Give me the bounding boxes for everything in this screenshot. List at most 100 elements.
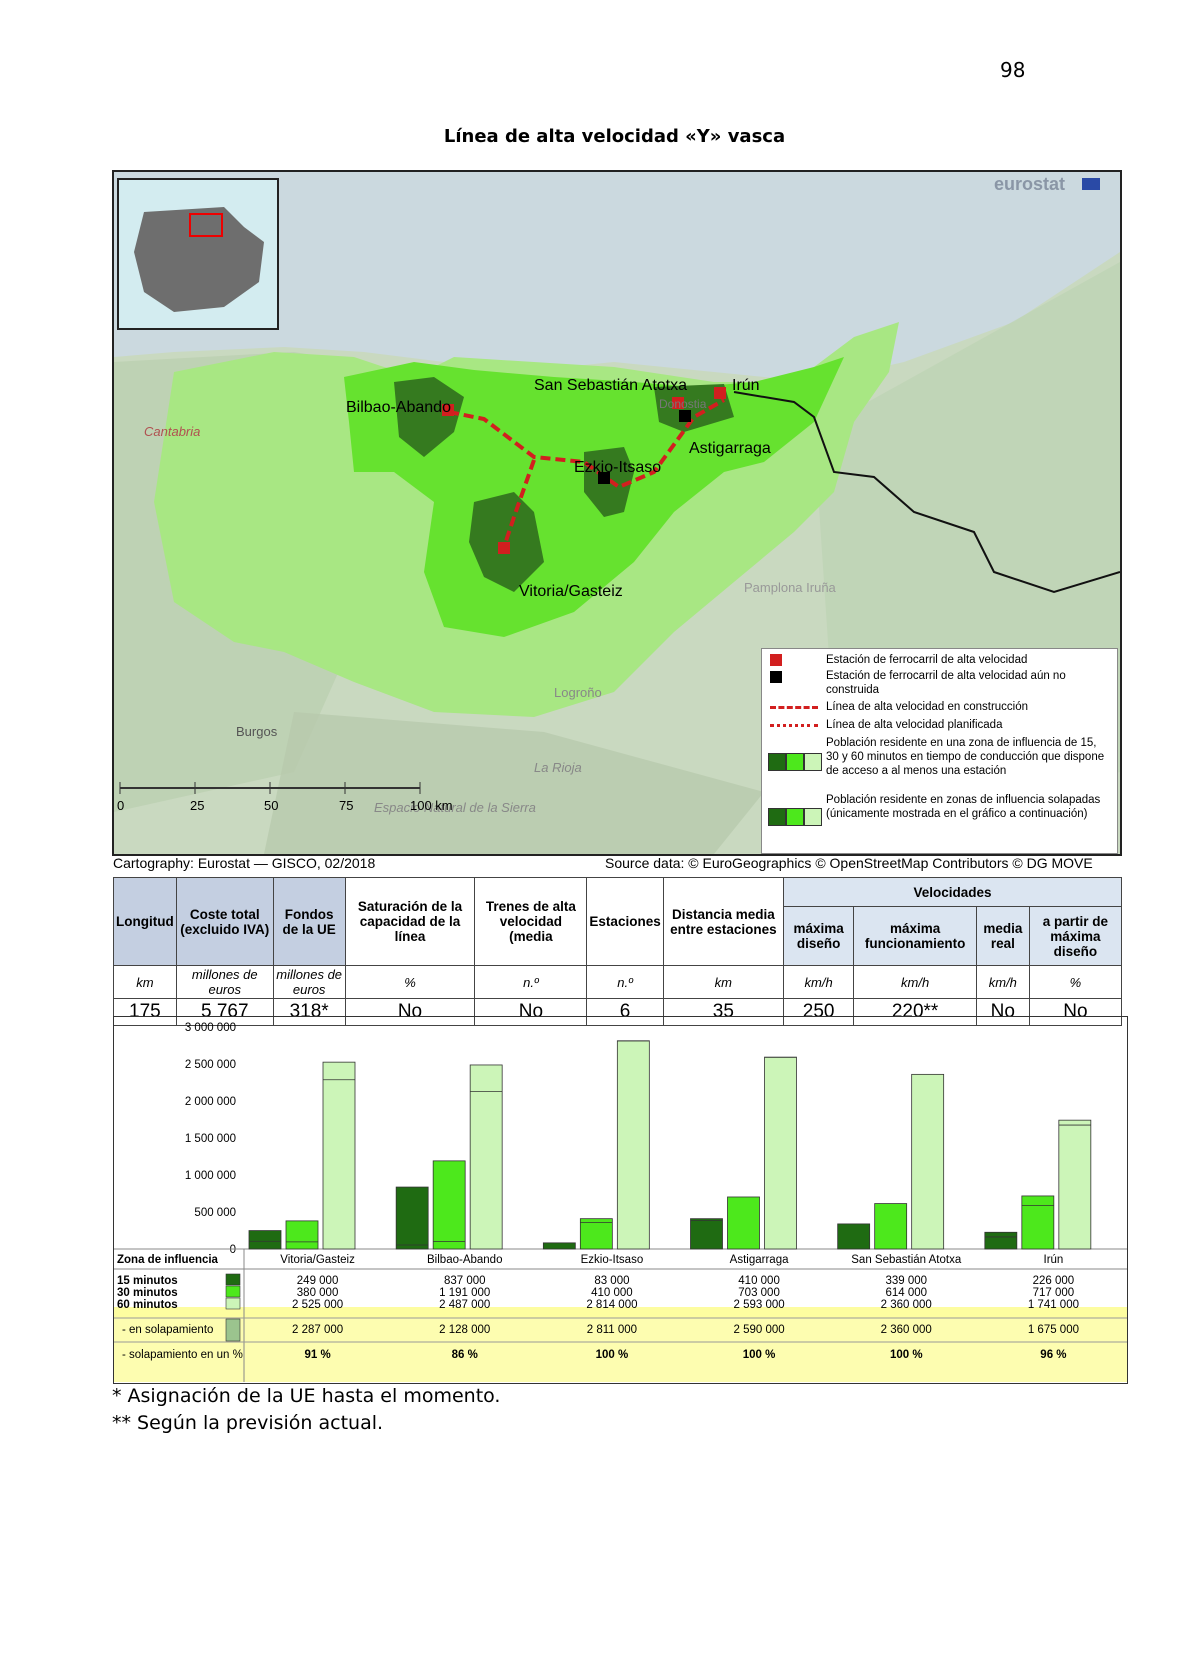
bar-15 xyxy=(984,1231,1018,1250)
overlap-pct: 100 % xyxy=(596,1349,629,1361)
legend-item: Línea de alta velocidad en construcción xyxy=(826,701,1029,713)
hsr-branch xyxy=(502,459,536,548)
inset-iberia xyxy=(134,207,264,312)
unit-cell: millones de euros xyxy=(175,965,274,999)
overlap-pct: 100 % xyxy=(743,1349,776,1361)
bar-60 xyxy=(322,1061,356,1250)
th-velocidades: Velocidades xyxy=(782,877,1123,907)
legend-item: Estación de ferrocarril de alta velocida… xyxy=(826,654,1028,666)
station-vitoria-icon xyxy=(498,542,510,554)
inset-highlight xyxy=(189,213,223,237)
value-cell: 35 xyxy=(662,998,784,1026)
map-credit-right: Source data: © EuroGeographics © OpenStr… xyxy=(605,855,1093,871)
th-a-partir: a partir de máxima diseño xyxy=(1028,906,1123,966)
row-label: - solapamiento en un % xyxy=(122,1349,243,1361)
table-value: 2 360 000 xyxy=(881,1299,932,1311)
map-legend: Estación de ferrocarril de alta velocida… xyxy=(761,648,1118,854)
table-value: 339 000 xyxy=(885,1275,927,1287)
chart-svg: 3 000 000 2 500 000 2 000 000 1 500 000 1 00… xyxy=(114,1022,1127,1382)
row-highlight xyxy=(114,1307,1127,1318)
place-label: Donostia xyxy=(659,397,707,411)
row-label: - en solapamiento xyxy=(122,1324,213,1336)
y-tick-label: 3 000 000 xyxy=(185,1022,236,1034)
map-credit-left: Cartography: Eurostat — GISCO, 02/2018 xyxy=(113,855,376,871)
bar-30 xyxy=(727,1196,760,1250)
category-label: Astigarraga xyxy=(730,1254,789,1266)
station-irun-icon xyxy=(714,387,726,399)
legend-item: Población residente en una zona de influ… xyxy=(826,737,1105,777)
th-distancia: Distancia media entre estaciones xyxy=(662,877,784,966)
table-value: 2 811 000 xyxy=(587,1324,637,1336)
table-value: 410 000 xyxy=(738,1275,780,1287)
bar-60 xyxy=(911,1073,945,1250)
bar-60 xyxy=(616,1040,650,1250)
scale-label: 50 xyxy=(264,798,278,813)
eu-flag-icon xyxy=(1082,178,1100,190)
city-label-vitoria: Vitoria/Gasteiz xyxy=(519,583,623,600)
th-max-func: máxima funcionamiento xyxy=(853,906,977,966)
table-value: 83 000 xyxy=(594,1275,629,1287)
unit-cell: n.º xyxy=(586,965,664,999)
city-label-bilbao: Bilbao-Abando xyxy=(346,399,451,416)
map-canvas: Bilbao-Abando San Sebastián Atotxa Irún … xyxy=(114,172,1120,854)
table-value: 380 000 xyxy=(297,1287,339,1299)
row-swatch xyxy=(225,1297,241,1310)
unit-cell: km xyxy=(662,965,784,999)
scale-label: 25 xyxy=(190,798,204,813)
table-value: 1 741 000 xyxy=(1028,1299,1079,1311)
y-tick-label: 2 500 000 xyxy=(185,1059,236,1071)
category-label: Ezkio-Itsaso xyxy=(581,1254,644,1266)
table-value: 249 000 xyxy=(297,1275,339,1287)
table-value: 410 000 xyxy=(591,1287,633,1299)
bar-15 xyxy=(837,1223,871,1250)
station-ezkio-icon xyxy=(598,472,610,484)
population-chart: 3 000 000 2 500 000 2 000 000 1 500 000 1 00… xyxy=(113,1016,1128,1384)
legend-zone-swatch xyxy=(768,753,822,771)
unit-cell: % xyxy=(1028,965,1123,999)
map: Bilbao-Abando San Sebastián Atotxa Irún … xyxy=(112,170,1122,856)
unit-cell: km/h xyxy=(782,965,855,999)
bar-30 xyxy=(874,1203,908,1250)
category-label: Vitoria/Gasteiz xyxy=(280,1254,355,1266)
page-title: Línea de alta velocidad «Y» vasca xyxy=(443,126,786,147)
unit-cell: n.º xyxy=(474,965,588,999)
y-tick-label: 500 000 xyxy=(194,1207,236,1219)
legend-station-unbuilt-icon xyxy=(770,671,782,683)
th-trenes: Trenes de alta velocidad (media xyxy=(474,877,588,966)
eurostat-logo: eurostat xyxy=(994,174,1065,194)
place-label: Cantabria xyxy=(144,424,200,439)
y-tick-label: 0 xyxy=(230,1244,236,1256)
bar-15 xyxy=(542,1242,576,1250)
scale-ticks xyxy=(119,782,421,794)
sea xyxy=(114,172,1120,382)
overlap-pct: 96 % xyxy=(1040,1349,1066,1361)
scale-label: 100 km xyxy=(410,798,453,813)
bar-15 xyxy=(395,1186,429,1250)
bar-30 xyxy=(579,1218,613,1250)
y-tick-label: 2 000 000 xyxy=(185,1096,236,1108)
th-max-diseno: máxima diseño xyxy=(782,906,855,966)
land-south xyxy=(264,712,764,854)
table-value: 2 360 000 xyxy=(881,1324,932,1336)
y-tick-label: 1 000 000 xyxy=(185,1170,236,1182)
row-swatch xyxy=(225,1285,241,1298)
category-label: Irún xyxy=(1044,1254,1064,1266)
table-value: 1 191 000 xyxy=(439,1287,490,1299)
footnote-1: * Asignación de la UE hasta el momento. xyxy=(112,1385,501,1407)
bar-60 xyxy=(1058,1119,1092,1250)
city-label-ezkio: Ezkio-Itsaso xyxy=(574,459,661,476)
table-value: 2 128 000 xyxy=(439,1324,490,1336)
unit-cell: km xyxy=(113,965,177,999)
value-cell: 6 xyxy=(586,998,664,1026)
unit-cell: millones de euros xyxy=(272,965,346,999)
legend-item: Estación de ferrocarril de alta velocida… xyxy=(826,670,1066,696)
place-label: Logroño xyxy=(554,685,602,700)
bar-15 xyxy=(248,1230,282,1250)
place-label: La Rioja xyxy=(534,760,582,775)
specs-table: Longitud Coste total (excluido IVA) Fond… xyxy=(113,877,1123,1026)
table-value: 2 814 000 xyxy=(586,1299,637,1311)
table-value: 2 287 000 xyxy=(292,1324,343,1336)
overlap-swatch xyxy=(225,1318,241,1342)
legend-line-planned-icon xyxy=(770,724,818,727)
city-label-irun: Irún xyxy=(732,377,760,394)
